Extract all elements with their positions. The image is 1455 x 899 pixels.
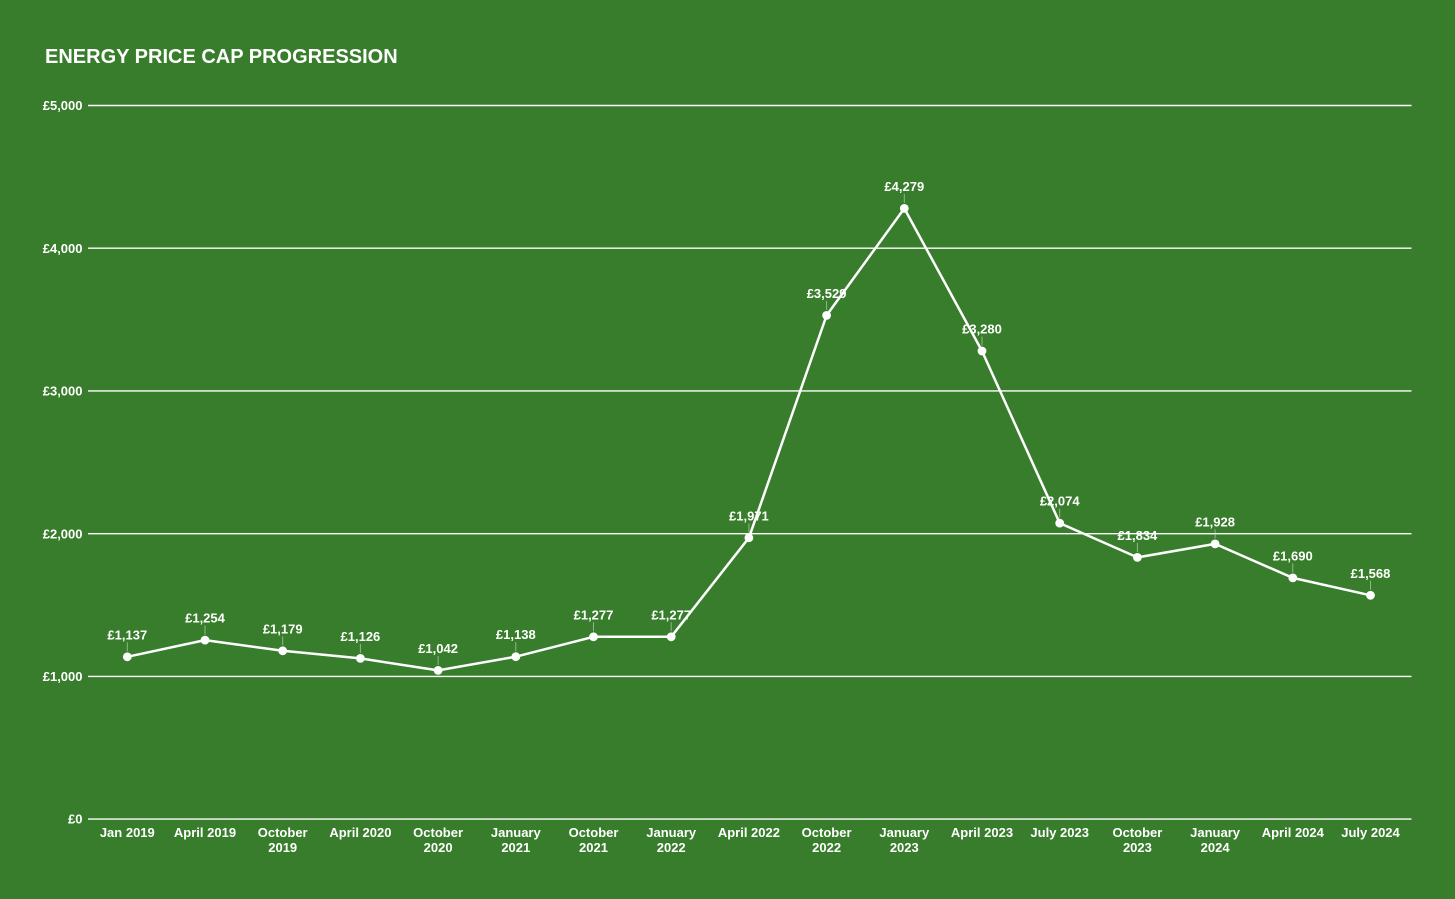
svg-text:July 2024: July 2024: [1341, 825, 1400, 840]
svg-text:January: January: [491, 825, 542, 840]
svg-text:£1,277: £1,277: [651, 607, 691, 622]
svg-text:October: October: [413, 825, 463, 840]
svg-text:£0: £0: [68, 812, 82, 827]
svg-text:£1,834: £1,834: [1118, 528, 1159, 543]
svg-text:£1,179: £1,179: [263, 621, 303, 636]
svg-text:October: October: [258, 825, 308, 840]
svg-text:£1,277: £1,277: [574, 607, 614, 622]
svg-text:2020: 2020: [424, 840, 453, 855]
svg-text:October: October: [1112, 825, 1162, 840]
svg-text:April 2022: April 2022: [718, 825, 780, 840]
svg-text:April 2023: April 2023: [951, 825, 1013, 840]
svg-text:£1,137: £1,137: [107, 627, 147, 642]
svg-text:£3,280: £3,280: [962, 322, 1002, 337]
svg-text:£1,568: £1,568: [1351, 566, 1391, 581]
svg-text:Jan 2019: Jan 2019: [100, 825, 155, 840]
svg-text:2021: 2021: [501, 840, 530, 855]
svg-text:October: October: [569, 825, 619, 840]
svg-text:£1,928: £1,928: [1195, 514, 1235, 529]
svg-text:April 2020: April 2020: [329, 825, 391, 840]
svg-text:£1,690: £1,690: [1273, 548, 1313, 563]
svg-text:January: January: [1190, 825, 1241, 840]
svg-text:£1,971: £1,971: [729, 508, 769, 523]
svg-text:January: January: [879, 825, 930, 840]
svg-text:£1,138: £1,138: [496, 627, 536, 642]
svg-text:£3,529: £3,529: [807, 286, 847, 301]
svg-text:£4,000: £4,000: [43, 241, 83, 256]
svg-text:£2,074: £2,074: [1040, 494, 1081, 509]
svg-text:2022: 2022: [812, 840, 841, 855]
svg-text:£4,279: £4,279: [884, 179, 924, 194]
svg-text:£3,000: £3,000: [43, 384, 83, 399]
svg-text:2022: 2022: [657, 840, 686, 855]
svg-text:October: October: [802, 825, 852, 840]
svg-text:£5,000: £5,000: [43, 98, 83, 113]
svg-text:April 2024: April 2024: [1262, 825, 1325, 840]
svg-text:April 2019: April 2019: [174, 825, 236, 840]
svg-text:£1,000: £1,000: [43, 669, 83, 684]
svg-text:2023: 2023: [1123, 840, 1152, 855]
svg-text:£1,126: £1,126: [341, 629, 381, 644]
svg-text:July 2023: July 2023: [1030, 825, 1089, 840]
svg-text:£2,000: £2,000: [43, 526, 83, 541]
svg-text:£1,254: £1,254: [185, 611, 226, 626]
svg-text:£1,042: £1,042: [418, 641, 458, 656]
svg-text:2021: 2021: [579, 840, 608, 855]
svg-text:January: January: [646, 825, 697, 840]
svg-text:ENERGY PRICE CAP PROGRESSION: ENERGY PRICE CAP PROGRESSION: [45, 46, 398, 68]
svg-text:2024: 2024: [1201, 840, 1231, 855]
svg-text:2019: 2019: [268, 840, 297, 855]
svg-text:2023: 2023: [890, 840, 919, 855]
